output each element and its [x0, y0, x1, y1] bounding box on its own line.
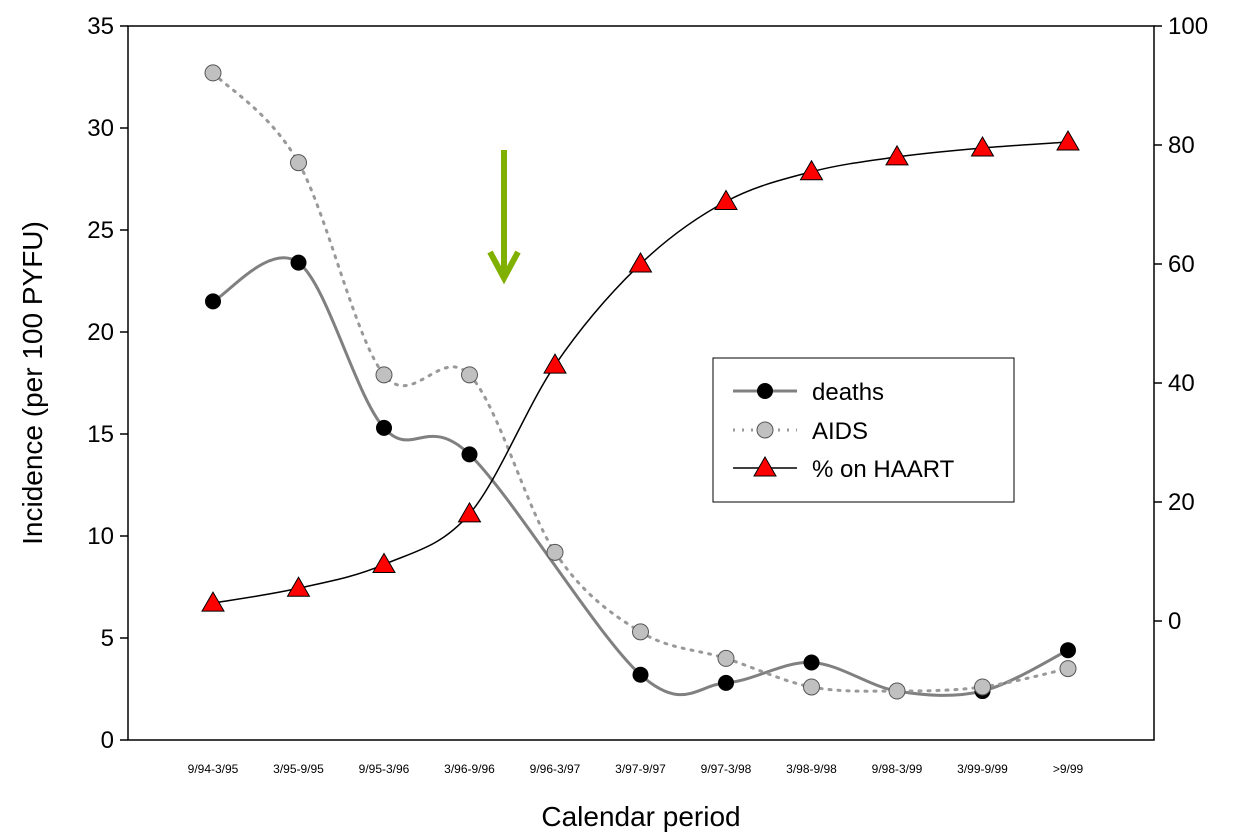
right-tick-label: 20 — [1168, 489, 1195, 516]
x-tick-label: 3/95-9/95 — [273, 762, 324, 776]
legend: deaths AIDS % on HAART — [712, 357, 1015, 503]
series-line-aids — [211, 71, 1070, 693]
x-tick-label: 3/98-9/98 — [786, 762, 837, 776]
data-point-on-haart — [286, 576, 311, 597]
data-point-on-haart — [714, 189, 738, 211]
right-tick-label: 80 — [1168, 132, 1195, 159]
right-axis: 0 20 40 60 80 100 — [1154, 13, 1208, 635]
data-point-aids — [546, 543, 564, 561]
data-point-on-haart — [885, 144, 909, 166]
legend-marker-haart — [753, 456, 777, 477]
data-point-deaths — [803, 654, 820, 671]
y-axis-title: Incidence (per 100 PYFU) — [17, 221, 48, 545]
data-point-on-haart — [543, 353, 567, 374]
data-point-on-haart — [457, 501, 482, 523]
data-point-deaths — [461, 446, 478, 463]
x-tick-label: 3/96-9/96 — [444, 762, 495, 776]
data-point-aids — [888, 682, 906, 700]
series-line-on-haart — [212, 141, 1069, 604]
data-point-deaths — [632, 666, 649, 683]
data-point-deaths — [718, 674, 734, 691]
data-point-deaths — [290, 254, 307, 271]
right-tick-label: 40 — [1168, 370, 1195, 397]
x-tick-label: 9/96-3/97 — [530, 762, 581, 776]
legend-marker-aids — [756, 421, 774, 439]
legend-label-aids: AIDS — [812, 418, 868, 445]
legend-label-haart: % on HAART — [812, 456, 955, 483]
data-point-aids — [717, 649, 735, 667]
data-point-aids — [974, 678, 991, 696]
left-tick-label: 25 — [87, 217, 114, 244]
data-point-aids — [290, 154, 307, 172]
left-tick-label: 5 — [101, 625, 114, 652]
x-tick-label: 3/99-9/99 — [957, 762, 1008, 776]
right-tick-label: 60 — [1168, 251, 1195, 278]
data-point-aids — [375, 366, 393, 384]
green-arrow-annotation — [487, 150, 521, 285]
data-point-deaths — [205, 293, 221, 310]
x-axis: 9/94-3/95 3/95-9/95 9/95-3/96 3/96-9/96 9/96… — [188, 762, 1084, 776]
x-tick-label: 9/97-3/98 — [701, 762, 752, 776]
x-tick-label: 9/98-3/99 — [872, 762, 923, 776]
series-layer — [201, 64, 1080, 700]
data-point-aids — [1059, 660, 1077, 678]
legend-marker-deaths — [757, 383, 773, 399]
x-tick-label: 9/95-3/96 — [359, 762, 410, 776]
data-point-on-haart — [970, 135, 995, 157]
right-tick-label: 100 — [1168, 13, 1208, 40]
data-point-on-haart — [372, 552, 396, 573]
left-tick-label: 10 — [87, 523, 114, 550]
x-tick-label: 3/97-9/97 — [615, 762, 666, 776]
data-point-aids — [461, 366, 478, 384]
x-tick-label: 9/94-3/95 — [188, 762, 239, 776]
data-point-deaths — [376, 419, 392, 436]
data-point-deaths — [1060, 642, 1076, 659]
data-point-on-haart — [201, 591, 225, 612]
data-point-on-haart — [799, 159, 824, 181]
x-axis-title: Calendar period — [541, 801, 740, 832]
left-axis: 0 5 10 15 20 25 30 35 — [87, 13, 128, 754]
x-tick-label: >9/99 — [1053, 762, 1084, 776]
data-point-aids — [204, 64, 222, 82]
left-tick-label: 30 — [87, 115, 114, 142]
left-tick-label: 15 — [87, 421, 114, 448]
legend-label-deaths: deaths — [812, 379, 884, 406]
right-tick-label: 0 — [1168, 608, 1181, 635]
data-point-on-haart — [1056, 130, 1080, 151]
left-tick-label: 0 — [101, 727, 114, 754]
data-point-on-haart — [628, 252, 653, 273]
data-point-aids — [632, 623, 649, 641]
data-point-aids — [803, 678, 820, 696]
left-tick-label: 35 — [87, 13, 114, 40]
left-tick-label: 20 — [87, 319, 114, 346]
